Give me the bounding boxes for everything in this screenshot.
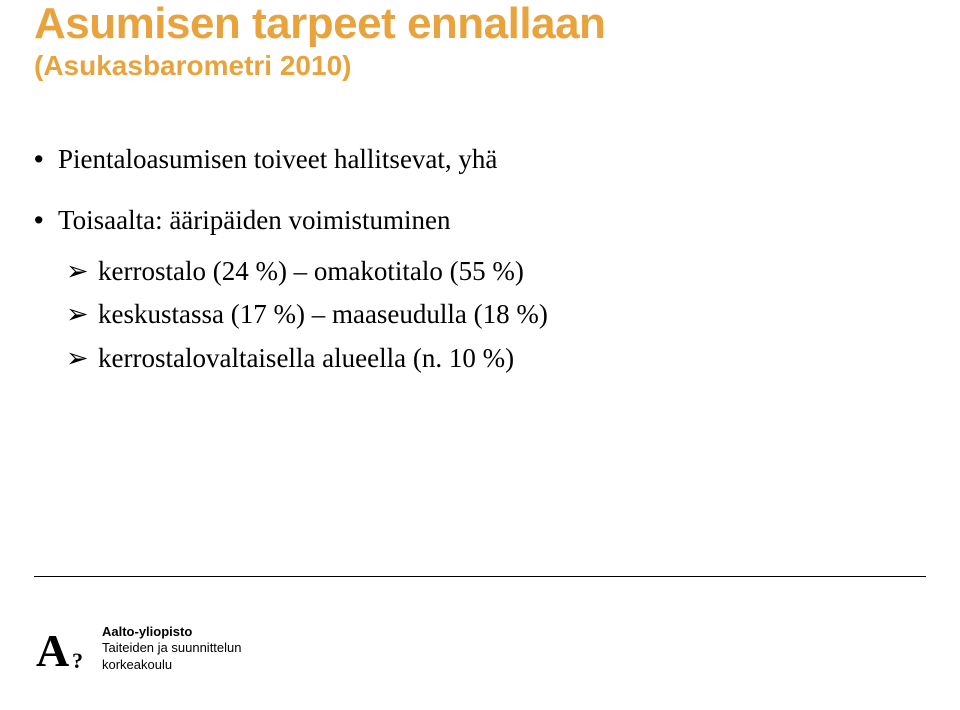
footer-text: Aalto-yliopisto Taiteiden ja suunnittelu… bbox=[102, 624, 242, 673]
sub-item: ➢ kerrostalovaltaisella alueella (n. 10 … bbox=[66, 339, 548, 378]
sub-item: ➢ kerrostalo (24 %) – omakotitalo (55 %) bbox=[66, 252, 548, 291]
bullet-item: • Toisaalta: ääripäiden voimistuminen bbox=[34, 201, 548, 240]
bullet-marker: • bbox=[34, 140, 58, 179]
arrow-marker: ➢ bbox=[66, 295, 98, 334]
title-block: Asumisen tarpeet ennallaan (Asukasbarome… bbox=[34, 0, 605, 82]
bullet-text: Pientaloasumisen toiveet hallitsevat, yh… bbox=[58, 140, 497, 179]
aalto-logo-icon: A ? bbox=[34, 624, 90, 680]
sub-item-text: keskustassa (17 %) – maaseudulla (18 %) bbox=[98, 295, 548, 334]
bullet-marker: • bbox=[34, 201, 58, 240]
sub-item-text: kerrostalo (24 %) – omakotitalo (55 %) bbox=[98, 252, 524, 291]
slide-subtitle: (Asukasbarometri 2010) bbox=[34, 50, 605, 82]
logo-letter: A bbox=[36, 625, 69, 676]
school-line-1: Taiteiden ja suunnittelun bbox=[102, 640, 242, 656]
body-content: • Pientaloasumisen toiveet hallitsevat, … bbox=[34, 140, 548, 382]
bullet-text: Toisaalta: ääripäiden voimistuminen bbox=[58, 201, 451, 240]
sub-list: ➢ kerrostalo (24 %) – omakotitalo (55 %)… bbox=[66, 252, 548, 377]
school-line-2: korkeakoulu bbox=[102, 657, 242, 673]
university-name: Aalto-yliopisto bbox=[102, 624, 242, 640]
slide: Asumisen tarpeet ennallaan (Asukasbarome… bbox=[0, 0, 960, 710]
sub-item-text: kerrostalovaltaisella alueella (n. 10 %) bbox=[98, 339, 514, 378]
logo-mark: ? bbox=[72, 648, 83, 673]
footer: A ? Aalto-yliopisto Taiteiden ja suunnit… bbox=[34, 624, 242, 680]
bullet-item: • Pientaloasumisen toiveet hallitsevat, … bbox=[34, 140, 548, 179]
divider-line bbox=[34, 576, 926, 577]
arrow-marker: ➢ bbox=[66, 252, 98, 291]
arrow-marker: ➢ bbox=[66, 339, 98, 378]
slide-title: Asumisen tarpeet ennallaan bbox=[34, 0, 605, 48]
sub-item: ➢ keskustassa (17 %) – maaseudulla (18 %… bbox=[66, 295, 548, 334]
